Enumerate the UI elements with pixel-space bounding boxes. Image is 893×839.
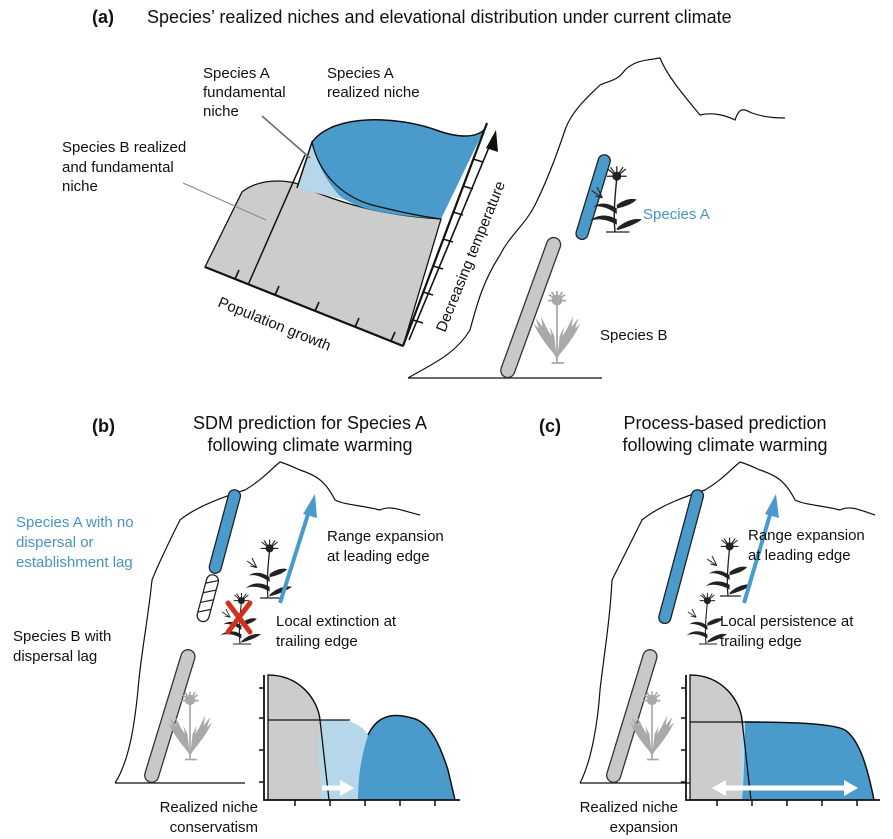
label-species-a-no-lag-1: Species A with no bbox=[16, 514, 134, 531]
panel-a-letter: (a) bbox=[92, 7, 114, 27]
label-inset-caption-b-2: conservatism bbox=[170, 819, 258, 836]
extinct-segment bbox=[196, 574, 220, 623]
label-species-a-no-lag-2: dispersal or bbox=[16, 534, 94, 551]
inset-axes bbox=[263, 675, 460, 801]
leader-fundamental bbox=[261, 115, 311, 159]
label-species-a-realized-2: realized niche bbox=[327, 84, 420, 101]
species-a-realized-area bbox=[312, 119, 484, 219]
label-species-b-niche-3: niche bbox=[62, 178, 98, 195]
label-species-b-lag-1: Species B with bbox=[13, 628, 111, 645]
range-expansion-arrow bbox=[278, 507, 312, 604]
label-species-a-fundamental-1: Species A bbox=[203, 65, 270, 82]
panel-c-title-1: Process-based prediction bbox=[623, 413, 826, 433]
species-b-bar bbox=[500, 236, 562, 379]
label-range-expansion-c-2: at leading edge bbox=[748, 547, 851, 564]
label-inset-caption-c-2: expansion bbox=[610, 819, 678, 836]
panel-b-letter: (b) bbox=[92, 416, 115, 436]
range-expansion-arrow bbox=[742, 507, 774, 604]
panel-c-letter: (c) bbox=[539, 416, 561, 436]
label-range-expansion-1: Range expansion bbox=[327, 528, 444, 545]
label-local-extinction-2: trailing edge bbox=[276, 633, 358, 650]
label-species-b-lag-2: dispersal lag bbox=[13, 648, 97, 665]
label-species-a: Species A bbox=[643, 206, 710, 223]
label-inset-caption-c-1: Realized niche bbox=[580, 799, 678, 816]
species-a-bar bbox=[575, 154, 611, 241]
species-b-bar bbox=[606, 649, 658, 783]
leader-species-b bbox=[182, 182, 267, 221]
label-species-b-niche-2: and fundamental bbox=[62, 159, 174, 176]
label-species-a-no-lag-3: establishment lag bbox=[16, 554, 133, 571]
label-species-b-niche-1: Species B realized bbox=[62, 139, 186, 156]
fundamental-divider bbox=[247, 154, 306, 286]
flower-icon-dark bbox=[704, 536, 753, 597]
label-local-persistence-1: Local persistence at bbox=[720, 613, 854, 630]
label-species-a-fundamental-2: fundamental bbox=[203, 84, 286, 101]
mountain-icon bbox=[579, 461, 876, 784]
label-inset-caption-b-1: Realized niche bbox=[160, 799, 258, 816]
label-range-expansion-c-1: Range expansion bbox=[748, 527, 865, 544]
panel-a-title: Species’ realized niches and elevational… bbox=[147, 7, 732, 27]
panel-b: (b) SDM prediction for Species A followi… bbox=[13, 413, 460, 836]
panel-b-title-2: following climate warming bbox=[207, 435, 412, 455]
inset-axes bbox=[685, 675, 880, 801]
panel-a: (a) Species’ realized niches and elevati… bbox=[62, 7, 786, 379]
label-species-b: Species B bbox=[600, 327, 668, 344]
species-b-bar bbox=[144, 649, 196, 783]
temperature-axis bbox=[401, 122, 489, 347]
label-local-persistence-2: trailing edge bbox=[720, 633, 802, 650]
species-a-bar bbox=[658, 489, 705, 625]
mountain-icon bbox=[114, 461, 421, 784]
panel-b-title-1: SDM prediction for Species A bbox=[193, 413, 427, 433]
niche-diagram bbox=[182, 115, 498, 348]
mountain-icon bbox=[407, 57, 786, 379]
red-x-icon bbox=[225, 600, 253, 635]
panel-c: (c) Process-based prediction following c… bbox=[539, 413, 880, 836]
label-species-a-fundamental-3: niche bbox=[203, 103, 239, 120]
population-growth-axis bbox=[204, 265, 404, 348]
decreasing-temperature-arrow bbox=[408, 139, 493, 341]
species-a-bar bbox=[208, 489, 242, 574]
inset-niche-expansion bbox=[681, 674, 880, 806]
label-local-extinction-1: Local extinction at bbox=[276, 613, 397, 630]
label-species-a-realized-1: Species A bbox=[327, 65, 394, 82]
label-range-expansion-2: at leading edge bbox=[327, 548, 430, 565]
inset-niche-conservatism bbox=[259, 674, 460, 806]
panel-c-title-2: following climate warming bbox=[622, 435, 827, 455]
